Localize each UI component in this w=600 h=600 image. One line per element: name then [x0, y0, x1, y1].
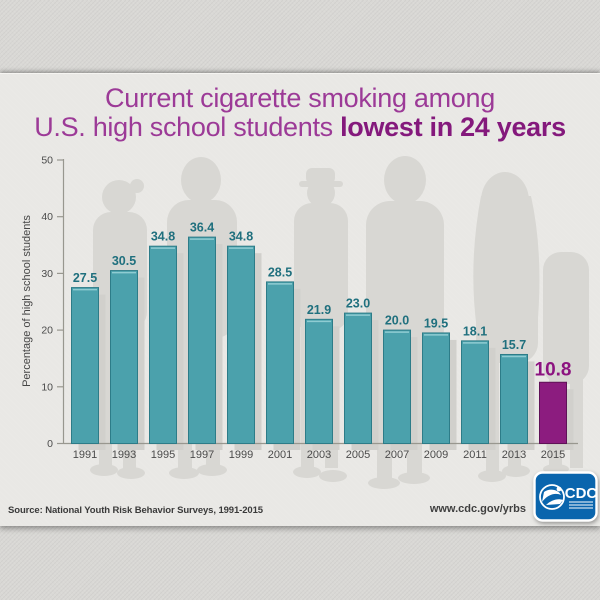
value-label-1997: 36.4 [190, 221, 214, 235]
y-tick-label: 10 [41, 381, 53, 393]
y-tick-label: 20 [41, 325, 53, 337]
title-line1: Current cigarette smoking among [0, 84, 600, 113]
silhouette-foot [90, 464, 118, 476]
silhouette-body [294, 203, 348, 331]
bar-2003 [305, 318, 333, 444]
bar-1997 [188, 236, 216, 444]
silhouette-head [384, 156, 426, 204]
bar-2015 [539, 381, 567, 445]
bar-2011 [461, 340, 489, 444]
title-line2-bold: lowest in 24 years [340, 112, 566, 142]
value-label-2007: 20.0 [385, 314, 409, 328]
silhouette-foot [398, 472, 430, 484]
value-label-2013: 15.7 [502, 338, 526, 352]
bar-1995 [149, 245, 177, 444]
cdc-logo: CDC [533, 471, 598, 522]
year-label-1995: 1995 [151, 449, 175, 461]
year-label-2005: 2005 [346, 449, 370, 461]
silhouette-foot [197, 464, 227, 476]
year-label-2013: 2013 [502, 449, 526, 461]
year-label-1991: 1991 [73, 449, 97, 461]
title-line2-regular: U.S. high school students [34, 112, 341, 142]
y-tick-label: 0 [47, 438, 53, 450]
cdc-logo-hatch-lines [569, 501, 593, 509]
silhouette-foot [502, 465, 530, 477]
value-label-1995: 34.8 [151, 230, 175, 244]
year-label-2011: 2011 [463, 449, 487, 461]
silhouette-body [543, 252, 589, 384]
value-label-1993: 30.5 [112, 254, 136, 268]
silhouette-head [307, 179, 335, 207]
year-label-1999: 1999 [229, 449, 253, 461]
y-tick-label: 40 [41, 211, 53, 223]
y-tick-label: 50 [41, 155, 53, 167]
bars-group [71, 236, 567, 445]
silhouette-foot [368, 477, 400, 489]
silhouette-foot [117, 467, 145, 479]
cdc-logo-text: CDC [565, 485, 598, 502]
source-citation: Source: National Youth Risk Behavior Sur… [8, 505, 263, 516]
silhouette-body [476, 231, 538, 363]
silhouette-hair-bun [130, 179, 144, 193]
y-ticks-group: 0 10 20 30 40 50 [41, 155, 64, 450]
silhouette-foot [319, 470, 347, 482]
silhouette-foot [478, 470, 506, 482]
year-label-2015: 2015 [541, 449, 565, 461]
silhouette-body [366, 201, 444, 353]
bar-2001 [266, 281, 294, 444]
silhouette-hat [306, 168, 335, 184]
value-label-1991: 27.5 [73, 271, 97, 285]
page-title: Current cigarette smoking among U.S. hig… [0, 84, 600, 142]
silhouette-foot [293, 466, 321, 478]
bar-2013 [500, 353, 528, 444]
value-label-2001: 28.5 [268, 265, 292, 279]
bar-1999 [227, 245, 255, 444]
cdc-url-text: www.cdc.gov/yrbs [429, 503, 526, 515]
year-label-2001: 2001 [268, 449, 292, 461]
value-label-2009: 19.5 [424, 316, 448, 330]
value-label-2003: 21.9 [307, 303, 331, 317]
silhouette-foot [169, 467, 199, 479]
value-label-2015: 10.8 [535, 359, 572, 380]
year-label-1993: 1993 [112, 449, 136, 461]
y-axis-title: Percentage of high school students [21, 215, 33, 387]
year-label-2009: 2009 [424, 449, 448, 461]
title-line1-text: Current cigarette smoking among [105, 83, 495, 113]
year-label-2003: 2003 [307, 449, 331, 461]
value-label-2005: 23.0 [346, 297, 370, 311]
hhs-eagle-icon [539, 484, 565, 510]
y-tick-label: 30 [41, 268, 53, 280]
bar-2007 [383, 329, 411, 445]
bar-2009 [422, 332, 450, 444]
year-label-2007: 2007 [385, 449, 409, 461]
title-line2: U.S. high school students lowest in 24 y… [0, 113, 600, 142]
bar-1991 [71, 287, 99, 445]
value-label-1999: 34.8 [229, 230, 253, 244]
bar-2005 [344, 312, 372, 444]
silhouette-head [102, 180, 136, 214]
silhouette-head [181, 157, 221, 203]
bar-1993 [110, 270, 138, 444]
value-label-2011: 18.1 [463, 324, 487, 338]
bar-labels-group: 27.5 1991 30.5 1993 34.8 1995 36.4 1997 34.8 1999… [73, 221, 572, 461]
year-label-1997: 1997 [190, 449, 214, 461]
